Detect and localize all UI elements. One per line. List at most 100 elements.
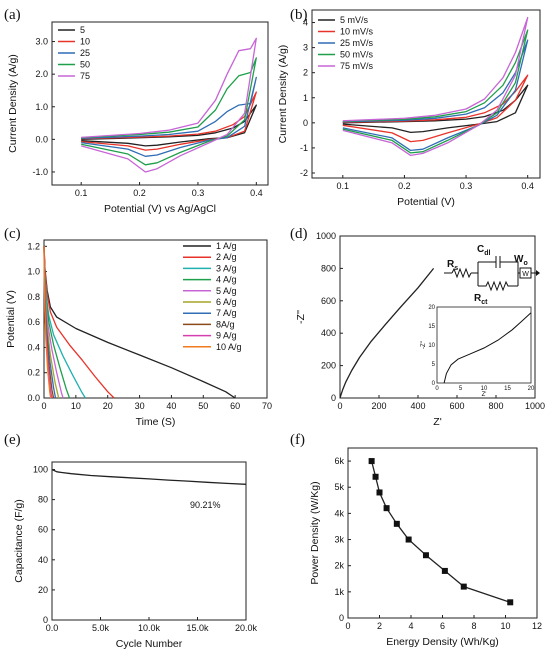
- y-tick-label: 3.0: [35, 37, 48, 47]
- gcd-chart-c: 0 10 20 30 40 50 60 70 0.0 0.2 0.4 0.6 0.8 1.0 1.2 Time…: [5, 239, 272, 428]
- inset-y-tick-label: 20: [428, 305, 435, 311]
- legend-label: 5: [80, 25, 85, 35]
- legend-label: 75 mV/s: [340, 61, 374, 71]
- y-tick-label: -1: [300, 143, 308, 153]
- inset-frame: [436, 306, 532, 384]
- series-line-3: [342, 29, 529, 154]
- x-tick-label: 0.1: [75, 188, 88, 198]
- inset-x-axis-title: Z': [482, 392, 487, 398]
- series-line-2: [342, 39, 529, 152]
- inset-y-tick-label: 0: [432, 381, 436, 387]
- x-tick-label: 0: [41, 401, 46, 411]
- inset-x-tick-label: 10: [481, 386, 488, 392]
- y-axis-title: Potential (V): [5, 290, 17, 348]
- panel-label-e: (e): [4, 432, 21, 448]
- label-rct-main: R: [474, 293, 482, 304]
- y-tick-label: 2.0: [35, 69, 48, 79]
- data-point: [405, 536, 412, 543]
- legend-label: 3 A/g: [216, 263, 237, 273]
- y-tick-label: 100: [33, 465, 48, 475]
- data-point: [372, 473, 379, 480]
- series-line-1: [43, 246, 115, 399]
- series-line-0: [51, 468, 247, 485]
- y-axis-title: Current Density (A/g): [7, 54, 19, 153]
- x-tick-label: 0.0: [46, 623, 59, 633]
- x-tick-label: 400: [410, 401, 425, 411]
- label-rct: Rct: [474, 293, 488, 306]
- panel-label-c: (c): [4, 226, 21, 242]
- panel-label-a: (a): [4, 7, 21, 23]
- y-tick-label: 1k: [334, 587, 344, 597]
- series-line-0: [342, 84, 529, 134]
- legend-label: 50: [80, 60, 90, 70]
- x-axis-title: Potential (V) vs Ag/AgCl: [104, 203, 216, 215]
- legend-label: 10: [80, 37, 90, 47]
- label-cdl: Cdl: [477, 244, 491, 257]
- x-tick-label: 12: [532, 621, 542, 631]
- y-axis-title: Capacitance (F/g): [13, 499, 25, 582]
- y-tick-label: 0.8: [27, 292, 40, 302]
- legend-label: 25 mV/s: [340, 38, 374, 48]
- plot-frame: [347, 447, 538, 619]
- label-rs-main: R: [447, 259, 455, 270]
- panel-label-f: (f): [290, 432, 305, 448]
- legend-label: 50 mV/s: [340, 50, 374, 60]
- x-tick-label: 20: [103, 401, 113, 411]
- y-tick-label: 40: [38, 555, 48, 565]
- legend-label: 75: [80, 71, 90, 81]
- y-tick-label: 2: [303, 68, 308, 78]
- data-point: [441, 567, 448, 574]
- label-wo-sub: o: [523, 260, 527, 267]
- x-tick-label: 5.0k: [92, 623, 110, 633]
- x-tick-label: 0.3: [460, 181, 473, 191]
- legend-label: 9 A/g: [216, 331, 237, 341]
- retention-annotation: 90.21%: [190, 500, 221, 510]
- data-point: [422, 552, 429, 559]
- y-tick-label: 1: [303, 93, 308, 103]
- inset-series-line: [443, 312, 532, 384]
- legend-label: 10 A/g: [216, 342, 242, 352]
- y-tick-label: 3k: [334, 535, 344, 545]
- x-tick-label: 10.0k: [138, 623, 161, 633]
- y-tick-label: 0.0: [35, 134, 48, 144]
- y-tick-label: 800: [321, 263, 336, 273]
- x-tick-label: 10: [500, 621, 510, 631]
- nyquist-chart-d: 0 200 400 600 800 100002004006008001000Z'-Z''…: [295, 231, 545, 428]
- legend-label: 25: [80, 48, 90, 58]
- y-tick-label: 60: [38, 525, 48, 535]
- panel-label-b: (b): [290, 7, 308, 23]
- y-axis-title: -Z'': [295, 310, 307, 324]
- y-tick-label: 80: [38, 495, 48, 505]
- x-tick-label: 8: [471, 621, 476, 631]
- y-tick-label: 400: [321, 328, 336, 338]
- y-tick-label: 6k: [334, 456, 344, 466]
- y-tick-label: 3: [303, 43, 308, 53]
- resistor-rs: [451, 267, 472, 279]
- series-line-0: [339, 267, 435, 399]
- y-tick-label: 1.0: [27, 267, 40, 277]
- x-tick-label: 4: [408, 621, 413, 631]
- series-line-4: [81, 37, 257, 173]
- x-axis-title: Potential (V): [397, 196, 455, 208]
- x-tick-label: 0.1: [337, 181, 350, 191]
- y-tick-label: 0.4: [27, 342, 40, 352]
- inset-x-tick-label: 5: [459, 386, 463, 392]
- x-axis-title: Time (S): [136, 416, 176, 428]
- wire: [500, 261, 519, 286]
- inset-x-tick-label: 20: [528, 386, 535, 392]
- series-line-9: [43, 246, 52, 399]
- warburg-label: W: [522, 271, 529, 278]
- x-tick-label: 0.3: [192, 188, 205, 198]
- series-line-3: [81, 57, 257, 166]
- label-rct-sub: ct: [481, 299, 488, 306]
- y-axis-title: Power Density (W/Kg): [309, 481, 321, 584]
- label-wo-main: W: [514, 254, 524, 265]
- x-tick-label: 50: [198, 401, 208, 411]
- x-tick-label: 2: [377, 621, 382, 631]
- y-tick-label: 4: [303, 18, 308, 28]
- x-tick-label: 0.4: [521, 181, 534, 191]
- y-tick-label: 0.6: [27, 317, 40, 327]
- x-tick-label: 0.2: [133, 188, 146, 198]
- x-axis-title: Cycle Number: [116, 638, 183, 650]
